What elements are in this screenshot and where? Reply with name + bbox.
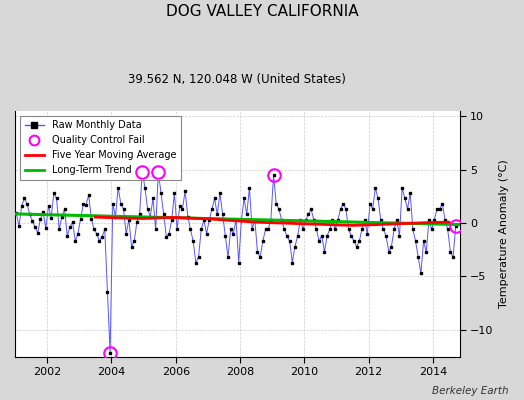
- Text: Berkeley Earth: Berkeley Earth: [432, 386, 508, 396]
- Y-axis label: Temperature Anomaly (°C): Temperature Anomaly (°C): [499, 159, 509, 308]
- Legend: Raw Monthly Data, Quality Control Fail, Five Year Moving Average, Long-Term Tren: Raw Monthly Data, Quality Control Fail, …: [20, 116, 181, 180]
- Title: 39.562 N, 120.048 W (United States): 39.562 N, 120.048 W (United States): [128, 73, 346, 86]
- Text: DOG VALLEY CALIFORNIA: DOG VALLEY CALIFORNIA: [166, 4, 358, 19]
